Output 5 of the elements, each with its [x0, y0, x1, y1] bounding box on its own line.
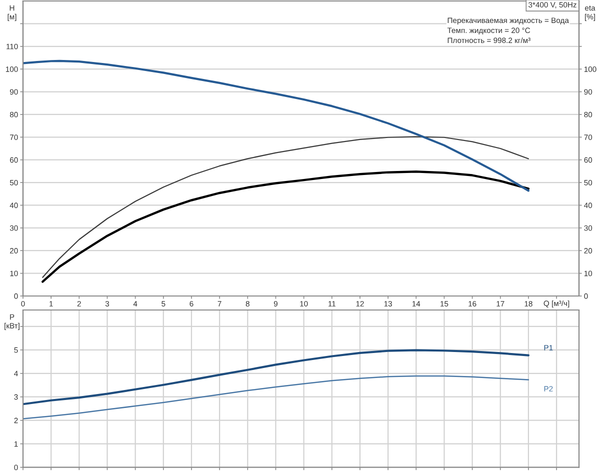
line-series [23, 60, 530, 192]
line-series [42, 136, 530, 278]
line-series [42, 170, 530, 283]
line-series [23, 375, 530, 420]
line-series [23, 349, 530, 406]
